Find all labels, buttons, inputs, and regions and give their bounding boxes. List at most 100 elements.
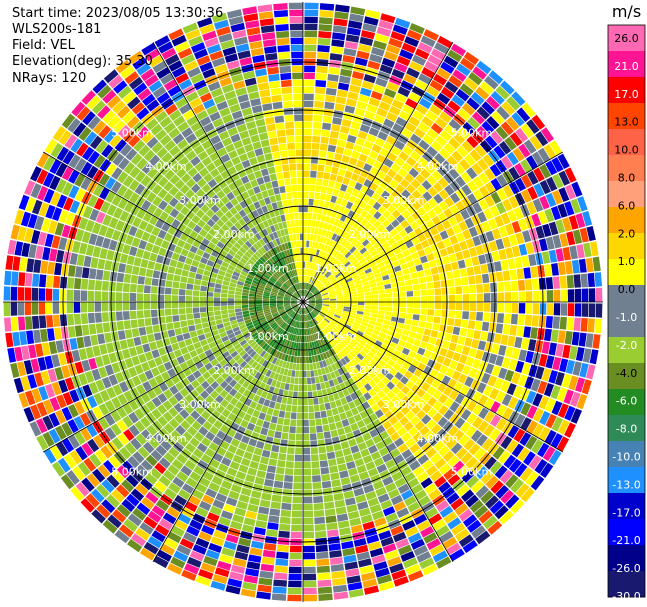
radar-gate bbox=[495, 202, 507, 215]
radar-gate bbox=[100, 201, 111, 214]
radar-gate bbox=[49, 397, 61, 412]
radar-gate bbox=[164, 249, 174, 259]
radar-gate bbox=[468, 367, 478, 379]
radar-gate bbox=[405, 98, 418, 109]
radar-gate bbox=[379, 147, 390, 158]
radar-gate bbox=[272, 487, 283, 496]
radar-gate bbox=[151, 505, 166, 518]
radar-gate bbox=[481, 372, 491, 384]
radar-gate bbox=[212, 436, 223, 446]
radar-gate bbox=[139, 547, 156, 561]
radar-gate bbox=[474, 321, 483, 331]
radar-gate bbox=[408, 570, 424, 582]
radar-gate bbox=[317, 572, 331, 580]
radar-gate bbox=[504, 281, 512, 292]
radar-gate bbox=[128, 179, 140, 192]
radar-gate bbox=[239, 339, 247, 346]
radar-gate bbox=[230, 564, 246, 574]
radar-gate bbox=[241, 191, 250, 200]
radar-gate bbox=[185, 189, 195, 200]
radar-gate bbox=[312, 482, 322, 490]
radar-gate bbox=[312, 475, 321, 483]
radar-gate bbox=[241, 304, 249, 309]
radar-gate bbox=[267, 329, 274, 336]
radar-gate bbox=[168, 418, 180, 429]
radar-gate bbox=[87, 115, 101, 130]
radar-gate bbox=[319, 287, 326, 292]
radar-gate bbox=[315, 316, 321, 323]
radar-gate bbox=[375, 441, 386, 451]
radar-gate bbox=[315, 530, 327, 539]
radar-gate bbox=[483, 515, 498, 530]
radar-gate bbox=[256, 207, 264, 216]
radar-gate bbox=[303, 587, 317, 595]
radar-gate bbox=[198, 243, 207, 252]
radar-gate bbox=[400, 466, 412, 477]
radar-gate bbox=[317, 390, 323, 398]
radar-gate bbox=[332, 486, 343, 494]
radar-gate bbox=[405, 184, 416, 194]
radar-gate bbox=[332, 282, 339, 287]
radar-gate bbox=[276, 253, 282, 261]
radar-gate bbox=[33, 259, 42, 273]
radar-gate bbox=[423, 349, 432, 359]
radar-gate bbox=[329, 130, 340, 139]
radar-gate bbox=[240, 257, 248, 265]
radar-gate bbox=[67, 404, 79, 418]
radar-gate bbox=[495, 355, 504, 367]
radar-gate bbox=[251, 265, 259, 272]
radar-gate bbox=[283, 339, 289, 347]
radar-gate bbox=[94, 302, 102, 312]
radar-gate bbox=[476, 293, 484, 302]
radar-gate bbox=[154, 159, 166, 171]
radar-gate bbox=[506, 96, 521, 111]
radar-gate bbox=[260, 563, 274, 572]
radar-gate bbox=[392, 287, 399, 293]
radar-gate bbox=[225, 201, 234, 210]
radar-gate bbox=[448, 389, 459, 401]
radar-gate bbox=[255, 241, 263, 249]
radar-gate bbox=[242, 581, 257, 591]
radar-gate bbox=[280, 345, 286, 353]
radar-gate bbox=[99, 344, 108, 355]
radar-gate bbox=[260, 320, 268, 326]
radar-gate bbox=[335, 197, 343, 205]
radar-gate bbox=[169, 385, 179, 395]
radar-gate bbox=[249, 350, 257, 358]
radar-gate bbox=[258, 577, 273, 586]
radar-gate bbox=[436, 355, 445, 364]
radar-gate bbox=[3, 286, 11, 301]
radar-gate bbox=[101, 144, 114, 158]
radar-gate bbox=[292, 334, 296, 342]
radar-gate bbox=[371, 554, 386, 565]
radar-gate bbox=[226, 228, 235, 237]
radar-gate bbox=[297, 184, 303, 192]
radar-gate bbox=[514, 256, 523, 269]
radar-gate bbox=[227, 302, 235, 306]
radar-gate bbox=[304, 321, 306, 329]
radar-gate bbox=[370, 286, 378, 292]
radar-gate bbox=[371, 306, 379, 310]
radar-gate bbox=[26, 258, 35, 273]
radar-gate bbox=[164, 169, 175, 181]
radar-gate bbox=[168, 396, 179, 407]
radar-gate bbox=[472, 403, 483, 416]
radar-gate bbox=[255, 440, 265, 449]
radar-gate bbox=[272, 286, 279, 291]
radar-gate bbox=[330, 371, 337, 379]
radar-gate bbox=[284, 213, 290, 221]
radar-gate bbox=[455, 88, 470, 102]
radar-gate bbox=[420, 296, 428, 302]
radar-gate bbox=[92, 345, 101, 357]
radar-gate bbox=[253, 425, 262, 434]
radar-gate bbox=[420, 289, 428, 296]
radar-gate bbox=[412, 284, 420, 291]
radar-gate bbox=[344, 105, 356, 114]
radar-gate bbox=[289, 248, 293, 256]
radar-gate bbox=[292, 398, 298, 406]
radar-gate bbox=[442, 536, 458, 550]
radar-gate bbox=[176, 334, 184, 342]
radar-gate bbox=[247, 467, 258, 476]
radar-gate bbox=[325, 335, 331, 342]
radar-gate bbox=[341, 365, 348, 374]
